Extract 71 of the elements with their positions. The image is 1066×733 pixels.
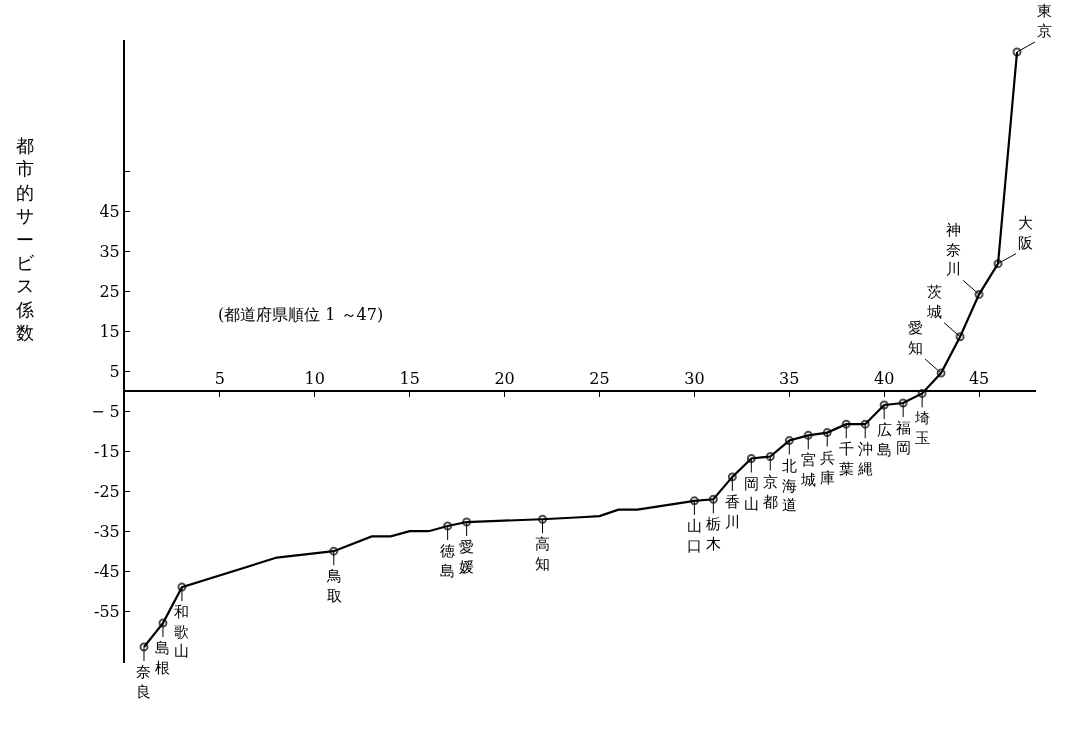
data-label: 茨城	[926, 283, 942, 321]
text: 都市的サービス係数	[16, 135, 34, 344]
x-tick-label: 10	[304, 369, 325, 389]
x-tick-label: 5	[214, 369, 225, 389]
point	[443, 521, 453, 531]
data-label: 北海道	[782, 457, 797, 514]
y-tick-label: -55	[94, 601, 120, 621]
data-label: 京都	[763, 473, 778, 511]
data-label: 兵庫	[820, 449, 835, 487]
point	[974, 289, 984, 299]
data-label: 愛媛	[459, 538, 474, 576]
point	[689, 496, 699, 506]
data-label: 大阪	[1018, 214, 1033, 252]
x-tick-label: 40	[873, 369, 895, 389]
data-label: 福岡	[896, 419, 911, 457]
data-label: 愛知	[908, 319, 923, 357]
data-label: 岡山	[744, 475, 759, 513]
data-label: 香川	[725, 493, 740, 531]
data-label: 山口	[687, 517, 702, 555]
data-label: 徳島	[440, 542, 455, 580]
point	[917, 388, 927, 398]
point	[727, 472, 737, 482]
data-label: 広島	[877, 421, 892, 459]
point	[139, 642, 149, 652]
x-tick-label: 25	[589, 369, 610, 389]
y-tick-label: 45	[99, 202, 120, 222]
y-tick-label: -45	[94, 561, 120, 581]
point	[1012, 47, 1022, 57]
point	[462, 517, 472, 527]
point	[158, 618, 168, 628]
data-label: 鳥取	[326, 567, 342, 605]
annotation: (都道府県順位 1 ～47)	[218, 305, 384, 324]
point	[841, 419, 851, 429]
x-tick-label: 45	[968, 369, 990, 389]
data-label: 奈良	[136, 663, 151, 701]
y-tick-label: -25	[94, 481, 120, 501]
point	[822, 428, 832, 438]
point	[177, 582, 187, 592]
data-label: 千葉	[839, 440, 854, 478]
point	[803, 430, 813, 440]
point	[784, 436, 794, 446]
data-label: 神奈川	[946, 221, 961, 278]
data-label: 和歌山	[174, 603, 189, 660]
y-tick-label: 35	[99, 242, 120, 262]
x-tick-label: 30	[684, 369, 705, 389]
point	[746, 454, 756, 464]
data-label: 宮城	[800, 451, 816, 489]
data-label: 埼玉	[914, 409, 930, 447]
point	[708, 494, 718, 504]
data-label: 島根	[155, 639, 170, 677]
point	[765, 452, 775, 462]
point	[538, 514, 548, 524]
data-label: 沖縄	[857, 440, 873, 478]
point	[329, 546, 339, 556]
x-tick-label: 20	[494, 369, 515, 389]
y-tick-label: 25	[99, 282, 120, 302]
point	[879, 400, 889, 410]
point	[898, 398, 908, 408]
point	[993, 259, 1003, 269]
x-tick-label: 15	[399, 369, 420, 389]
data-label: 東京	[1037, 2, 1052, 40]
y-tick-label: 15	[99, 322, 120, 342]
y-tick-label: − 5	[91, 402, 120, 421]
data-label: 栃木	[706, 515, 721, 553]
point	[955, 332, 965, 342]
y-tick-label: -35	[94, 521, 120, 541]
x-tick-label: 35	[779, 369, 800, 389]
y-tick-label: -15	[94, 441, 120, 461]
data-label: 高知	[535, 535, 550, 573]
point	[860, 419, 870, 429]
point	[936, 368, 946, 378]
